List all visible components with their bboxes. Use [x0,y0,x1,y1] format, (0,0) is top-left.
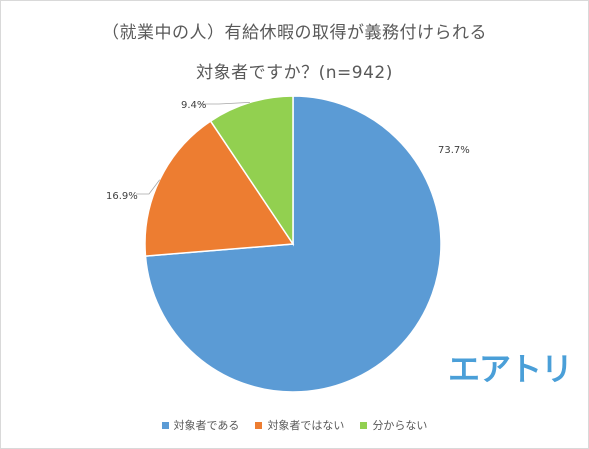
legend: 対象者である 対象者ではない 分からない [1,417,588,433]
data-label: 16.9% [106,191,138,202]
data-label: 73.7% [438,145,470,156]
data-label: 9.4% [181,100,206,111]
legend-item: 分からない [360,417,427,433]
legend-swatch [360,421,368,429]
leader-line [199,102,250,105]
chart-title-line1: （就業中の人）有給休暇の取得が義務付けられる [102,23,487,43]
legend-swatch [255,421,263,429]
legend-item: 対象者である [161,417,240,433]
legend-item: 対象者ではない [255,417,344,433]
pie-slice [209,95,294,247]
leader-line [136,179,161,195]
legend-label: 対象者である [173,419,240,432]
legend-label: 分からない [372,419,428,432]
airtrip-logo: エアトリ [448,350,573,388]
legend-swatch [161,421,169,429]
legend-label: 対象者ではない [267,419,345,432]
chart-title-line2: 対象者ですか？(n=942) [196,63,393,83]
